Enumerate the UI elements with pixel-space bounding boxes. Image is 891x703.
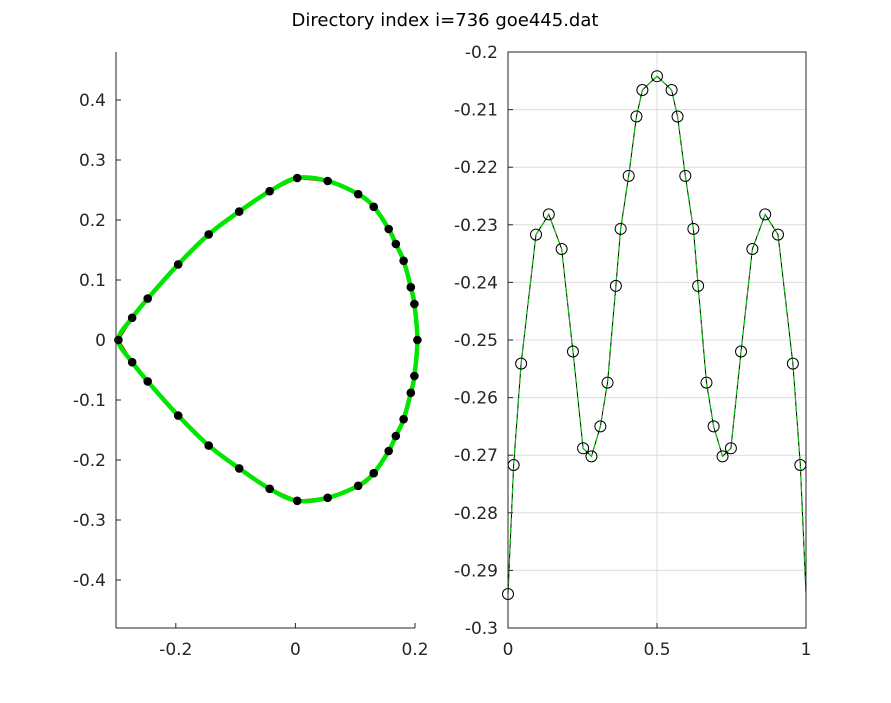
profile-marker bbox=[724, 442, 737, 455]
outline-point bbox=[323, 493, 332, 503]
outline-point bbox=[323, 176, 332, 186]
outline-point bbox=[391, 239, 401, 249]
outline-point bbox=[292, 496, 302, 506]
figure-title: Directory index i=736 goe445.dat bbox=[292, 10, 599, 31]
profile-marker bbox=[786, 357, 799, 370]
left-y-tick-label: 0.2 bbox=[79, 211, 106, 231]
profile-marker bbox=[594, 420, 607, 433]
outline-point bbox=[265, 186, 274, 196]
right-y-tick-label: -0.24 bbox=[454, 273, 498, 293]
outline-point bbox=[413, 335, 422, 345]
right-y-tick-label: -0.25 bbox=[454, 331, 498, 351]
profile-marker bbox=[671, 110, 684, 123]
left-y-tick-label: 0.3 bbox=[79, 151, 106, 171]
outline-point bbox=[234, 207, 244, 216]
profile-marker bbox=[687, 222, 700, 235]
profile-fit-dashed-line bbox=[507, 75, 807, 595]
profile-marker bbox=[515, 357, 528, 370]
left-y-tick-label: 0.4 bbox=[79, 91, 106, 111]
profile-marker bbox=[622, 169, 635, 182]
left-x-tick-label: 0 bbox=[290, 640, 301, 660]
left-axes-ticks: -0.2 0 0.2 0.4 0.3 0.2 0.1 0 -0.1 -0.2 -0.3 -0.4 bbox=[73, 91, 429, 660]
right-axes-ticks: 0 0.5 1 -0.2 -0.21 -0.22 -0.23 -0.24 -0.25 -0.26 -… bbox=[454, 43, 811, 660]
right-y-tick-label: -0.29 bbox=[454, 561, 498, 581]
left-y-tick-label: -0.2 bbox=[73, 451, 106, 471]
right-axes-marks bbox=[502, 70, 807, 601]
outline-point bbox=[127, 313, 137, 323]
profile-marker bbox=[700, 376, 713, 389]
outline-point bbox=[292, 173, 302, 183]
profile-marker bbox=[735, 345, 748, 358]
outline-point bbox=[384, 224, 393, 234]
right-y-tick-label: -0.2 bbox=[465, 43, 498, 63]
profile-marker bbox=[679, 169, 692, 182]
right-y-tick-label: -0.28 bbox=[454, 504, 498, 524]
outline-point bbox=[353, 189, 363, 199]
profile-marker bbox=[566, 345, 579, 358]
outline-point bbox=[410, 371, 419, 381]
outline-point bbox=[406, 282, 416, 292]
profile-marker bbox=[614, 222, 627, 235]
left-y-tick-label: 0 bbox=[95, 331, 106, 351]
profile-marker bbox=[530, 228, 543, 241]
profile-marker bbox=[716, 450, 729, 463]
outline-point bbox=[399, 414, 408, 424]
profile-marker bbox=[636, 84, 649, 97]
profile-marker bbox=[577, 442, 590, 455]
profile-marker bbox=[746, 242, 759, 255]
right-y-tick-label: -0.3 bbox=[465, 619, 498, 639]
profile-marker bbox=[601, 376, 614, 389]
right-y-tick-label: -0.27 bbox=[454, 446, 498, 466]
left-x-tick-label: 0.2 bbox=[401, 640, 428, 660]
left-axes: -0.2 0 0.2 0.4 0.3 0.2 0.1 0 -0.1 -0.2 -0.3 -0.4 bbox=[73, 52, 429, 660]
outline-point bbox=[410, 299, 419, 309]
outline-point bbox=[127, 357, 137, 367]
profile-marker bbox=[651, 70, 663, 83]
outline-point bbox=[173, 411, 183, 420]
left-y-tick-label: -0.3 bbox=[73, 511, 106, 531]
profile-marker bbox=[759, 208, 772, 221]
outline-point bbox=[143, 377, 152, 386]
right-y-tick-label: -0.22 bbox=[454, 158, 498, 178]
left-y-tick-label: -0.1 bbox=[73, 391, 106, 411]
profile-marker bbox=[555, 242, 568, 255]
outline-point bbox=[234, 464, 244, 473]
profile-marker bbox=[707, 420, 720, 433]
right-y-tick-label: -0.23 bbox=[454, 216, 498, 236]
right-x-tick-label: 0 bbox=[503, 640, 514, 660]
profile-marker bbox=[630, 110, 643, 123]
right-x-tick-label: 0.5 bbox=[643, 640, 670, 660]
outline-point bbox=[406, 388, 416, 398]
outline-point bbox=[399, 256, 408, 266]
left-axes-marks bbox=[114, 173, 422, 506]
left-y-tick-label: 0.1 bbox=[79, 271, 106, 291]
outline-point bbox=[391, 431, 401, 441]
outline-point bbox=[204, 441, 213, 450]
outline-point bbox=[143, 294, 152, 303]
left-y-tick-label: -0.4 bbox=[73, 571, 106, 591]
outline-point bbox=[173, 260, 183, 269]
profile-marker bbox=[665, 84, 678, 97]
right-y-tick-label: -0.26 bbox=[454, 389, 498, 409]
profile-marker bbox=[585, 450, 598, 463]
outline-point bbox=[353, 481, 363, 491]
profile-marker bbox=[542, 208, 555, 221]
right-y-tick-label: -0.21 bbox=[454, 101, 498, 121]
profile-marker bbox=[771, 228, 784, 241]
outline-point bbox=[369, 202, 379, 212]
outline-point bbox=[204, 230, 213, 239]
right-axes: 0 0.5 1 -0.2 -0.21 -0.22 -0.23 -0.24 -0.25 -0.26 -… bbox=[454, 43, 811, 660]
outline-point bbox=[265, 484, 274, 494]
outline-point bbox=[384, 446, 393, 456]
profile-marker bbox=[609, 279, 622, 292]
profile-marker bbox=[692, 279, 705, 292]
outline-point bbox=[369, 468, 379, 478]
left-x-tick-label: -0.2 bbox=[159, 640, 192, 660]
right-x-tick-label: 1 bbox=[801, 640, 812, 660]
